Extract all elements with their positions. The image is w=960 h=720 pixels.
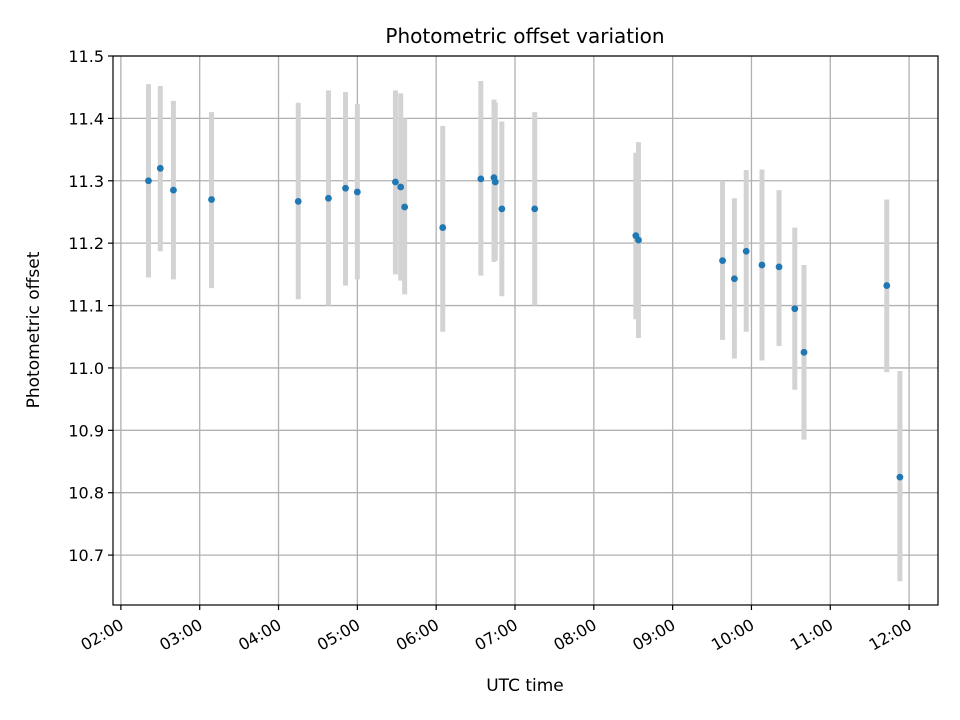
y-tick-label: 11.4 <box>68 109 104 128</box>
y-tick-label: 10.8 <box>68 484 104 503</box>
data-point <box>170 186 177 194</box>
y-tick-label: 10.9 <box>68 421 104 440</box>
data-point <box>208 196 215 203</box>
data-point <box>531 205 539 213</box>
data-point <box>775 263 783 271</box>
y-tick-label: 11.3 <box>68 172 104 191</box>
data-point <box>883 282 891 289</box>
y-tick-label: 11.0 <box>68 359 104 378</box>
data-point <box>719 257 726 265</box>
y-axis-label: Photometric offset <box>24 251 44 408</box>
data-point <box>325 194 332 202</box>
data-point <box>491 178 499 186</box>
data-point <box>401 203 409 211</box>
data-point <box>397 183 405 191</box>
data-point <box>392 178 399 186</box>
plot-frame <box>112 55 939 606</box>
y-tick-label: 10.7 <box>68 546 104 565</box>
y-axis: 10.7 10.8 10.9 11.0 11.1 11.2 11.3 11.4 11.5 <box>68 47 113 565</box>
data-point <box>758 261 766 269</box>
chart-title: Photometric offset variation <box>385 24 664 48</box>
data-point <box>439 224 447 231</box>
x-axis-label: UTC time <box>486 676 564 696</box>
data-point <box>800 348 808 356</box>
data-point <box>353 188 361 196</box>
data-point <box>742 247 750 255</box>
data-point <box>342 184 349 192</box>
y-tick-label: 11.1 <box>68 297 104 316</box>
data-point <box>791 305 799 313</box>
data-point <box>498 205 506 213</box>
data-point <box>156 164 164 172</box>
data-point <box>730 275 738 283</box>
data-points <box>145 164 904 481</box>
data-point <box>635 236 642 244</box>
y-tick-label: 11.5 <box>68 47 104 66</box>
data-point <box>294 197 302 205</box>
data-point <box>896 473 904 481</box>
data-point <box>477 175 485 183</box>
data-point <box>145 177 152 185</box>
y-tick-label: 11.2 <box>68 234 104 253</box>
